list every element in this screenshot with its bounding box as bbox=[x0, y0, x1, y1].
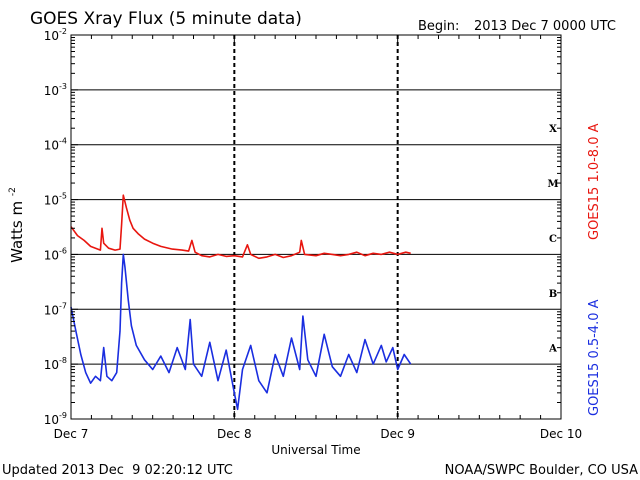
y-tick-label: 10-3 bbox=[44, 82, 67, 98]
y-tick-exp: -7 bbox=[59, 301, 67, 310]
legend-goes15-short: GOES15 0.5-4.0 A bbox=[587, 299, 602, 416]
y-tick-base: 10 bbox=[44, 84, 59, 98]
footer-updated: Updated 2013 Dec 9 02:20:12 UTC bbox=[2, 463, 233, 478]
y-tick-exp: -3 bbox=[59, 82, 67, 91]
y-tick-label: 10-7 bbox=[44, 301, 67, 317]
y-tick-exp: -6 bbox=[59, 246, 67, 255]
y-tick-label: 10-9 bbox=[44, 411, 67, 427]
begin-value: 2013 Dec 7 0000 UTC bbox=[474, 19, 616, 34]
y-tick-base: 10 bbox=[44, 29, 59, 43]
y-tick-exp: -9 bbox=[59, 411, 67, 420]
x-axis-label: Universal Time bbox=[271, 443, 360, 457]
y-axis-label-exp: -2 bbox=[8, 187, 18, 196]
y-tick-exp: -8 bbox=[59, 356, 67, 365]
y-tick-base: 10 bbox=[44, 248, 59, 262]
y-tick-base: 10 bbox=[44, 413, 59, 427]
flare-class-label: M bbox=[547, 179, 558, 190]
y-tick-base: 10 bbox=[44, 303, 59, 317]
series-layer bbox=[70, 194, 412, 411]
y-tick-exp: -2 bbox=[59, 27, 67, 36]
chart-title: GOES Xray Flux (5 minute data) bbox=[30, 9, 302, 29]
series-line-goes15-long bbox=[70, 194, 411, 260]
footer-source: NOAA/SWPC Boulder, CO USA bbox=[445, 463, 638, 478]
y-axis-label-base: Watts m bbox=[8, 201, 26, 263]
y-tick-exp: -4 bbox=[59, 137, 67, 146]
x-tick-label: Dec 7 bbox=[54, 427, 89, 441]
y-tick-label: 10-6 bbox=[44, 246, 67, 262]
x-tick-label: Dec 10 bbox=[540, 427, 582, 441]
grid-layer bbox=[71, 35, 561, 419]
y-tick-label: 10-8 bbox=[44, 356, 67, 372]
flare-class-label: A bbox=[548, 344, 557, 355]
y-tick-base: 10 bbox=[44, 358, 59, 372]
series-line-goes15-short bbox=[70, 253, 412, 411]
flare-class-label: X bbox=[549, 124, 557, 135]
y-tick-exp: -5 bbox=[59, 192, 67, 201]
y-tick-label: 10-2 bbox=[44, 27, 67, 43]
begin-label: Begin: bbox=[418, 19, 459, 34]
flare-class-label: B bbox=[549, 289, 557, 300]
y-tick-label: 10-4 bbox=[44, 137, 67, 153]
y-tick-label: 10-5 bbox=[44, 192, 67, 208]
y-tick-base: 10 bbox=[44, 194, 59, 208]
y-tick-base: 10 bbox=[44, 139, 59, 153]
flare-class-label: C bbox=[549, 234, 557, 245]
plot-frame bbox=[70, 34, 562, 420]
x-tick-label: Dec 8 bbox=[217, 427, 252, 441]
x-tick-label: Dec 9 bbox=[380, 427, 415, 441]
y-axis-label: Watts m -2 bbox=[8, 187, 26, 263]
legend-goes15-long: GOES15 1.0-8.0 A bbox=[587, 123, 602, 240]
